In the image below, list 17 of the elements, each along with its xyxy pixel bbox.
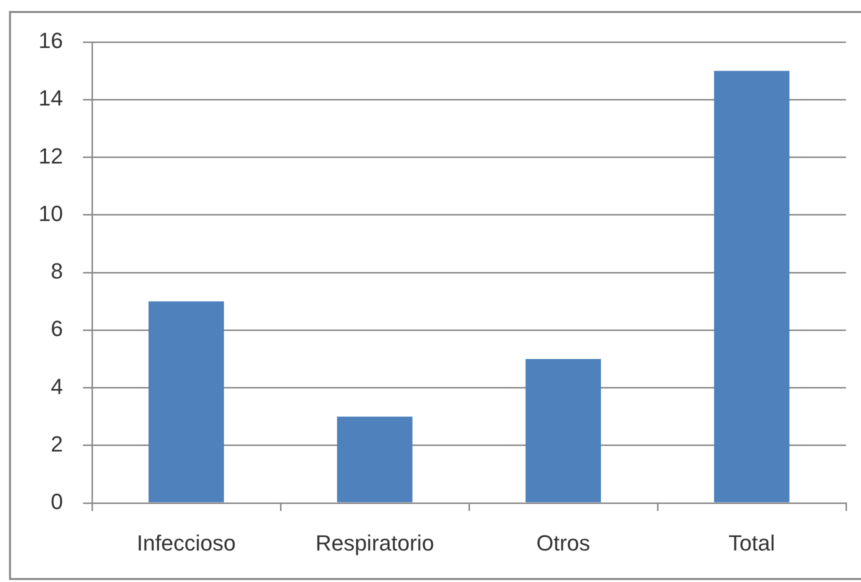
y-tick-label: 10 [38,200,63,226]
x-tick-label: Respiratorio [315,530,434,556]
y-tick-label: 16 [38,28,63,54]
y-tick-label: 14 [38,86,63,111]
x-tick-label: Total [728,530,775,556]
bar [526,358,601,502]
y-tick-label: 8 [50,258,63,284]
y-tick-label: 4 [50,374,63,399]
y-tick-label: 6 [50,316,63,342]
y-tick-label: 0 [50,489,63,514]
y-tick-label: 2 [50,431,63,456]
bar [337,416,412,502]
x-tick-label: Otros [536,530,590,556]
y-tick-label: 12 [38,143,63,168]
x-tick-label: Infeccioso [136,530,236,556]
bar [148,301,224,502]
bar [714,70,790,502]
